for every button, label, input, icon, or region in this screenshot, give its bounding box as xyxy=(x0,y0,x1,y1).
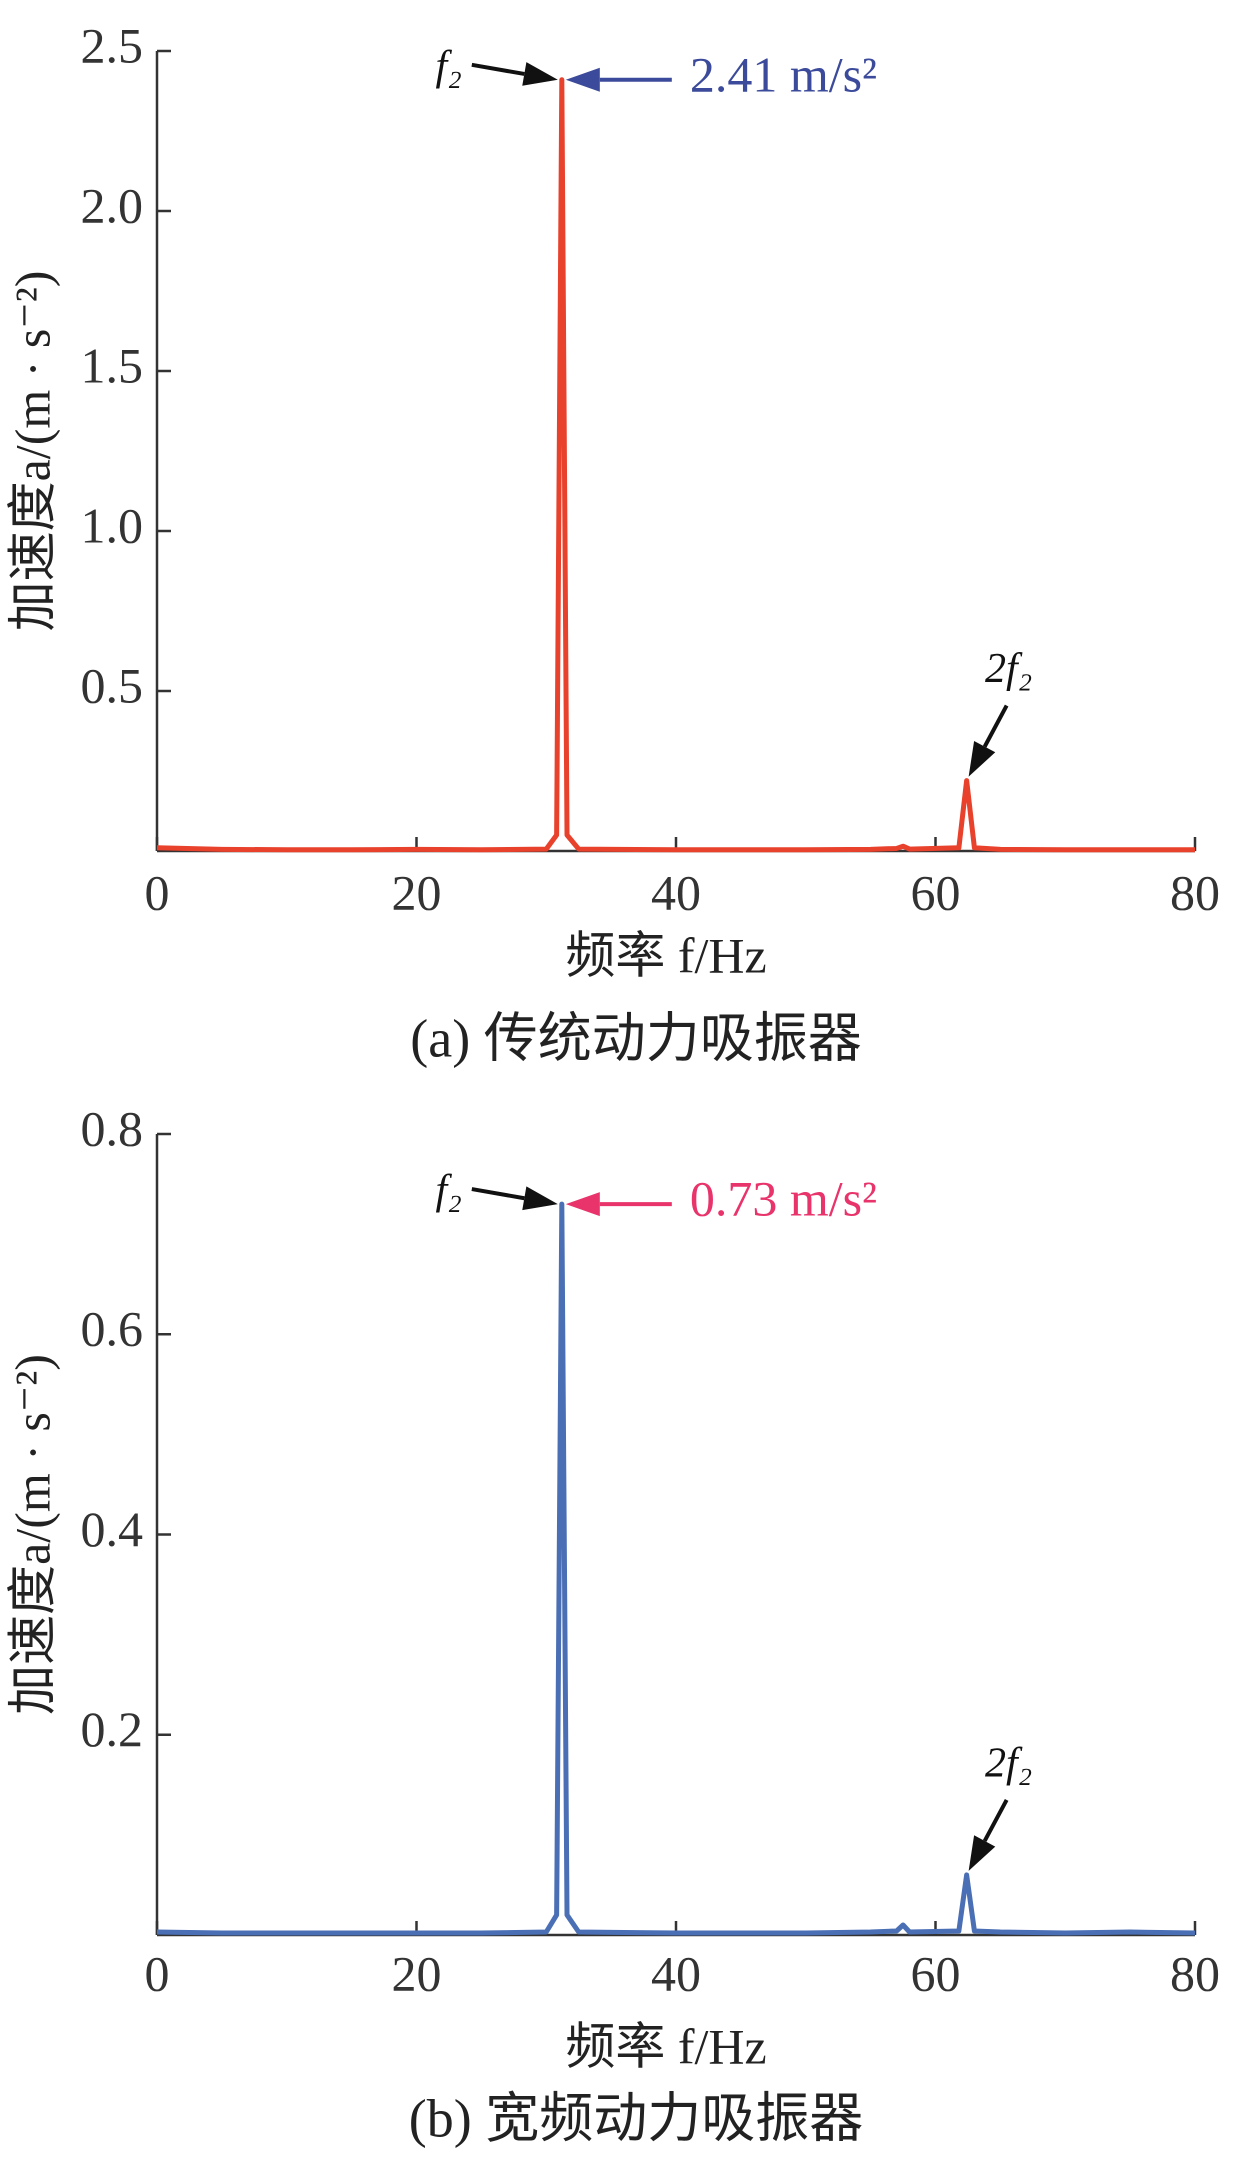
y-tick-label: 0.8 xyxy=(81,1100,144,1156)
x-tick-label: 80 xyxy=(1170,864,1220,920)
caption: (a) 传统动力吸振器 xyxy=(410,1008,861,1068)
x-tick-label: 40 xyxy=(651,864,701,920)
y-tick-label: 0.5 xyxy=(81,657,144,713)
arrow-head xyxy=(968,1835,996,1871)
harmonic-annotation: 2f₂ xyxy=(985,646,1032,692)
y-tick-label: 1.0 xyxy=(81,497,144,553)
arrow-shaft xyxy=(471,62,525,76)
peak-annotation: f₂ xyxy=(436,43,462,89)
x-tick-label: 60 xyxy=(911,1945,961,2001)
y-tick-label: 0.6 xyxy=(81,1301,144,1357)
harmonic-annotation: 2f₂ xyxy=(985,1741,1032,1787)
peak-value-label: 0.73 m/s² xyxy=(690,1171,877,1227)
arrow-head xyxy=(522,62,558,86)
y-tick-label: 2.5 xyxy=(81,17,144,73)
y-axis-label: 加速度a/(m · s⁻²) xyxy=(4,271,60,632)
x-tick-label: 20 xyxy=(392,1945,442,2001)
x-tick-label: 40 xyxy=(651,1945,701,2001)
y-tick-label: 2.0 xyxy=(81,177,144,233)
data-line xyxy=(156,1201,1196,1936)
arrow-head xyxy=(968,740,996,777)
arrow-shaft xyxy=(471,1187,525,1201)
peak-value-label: 2.41 m/s² xyxy=(690,46,877,102)
y-tick-label: 0.2 xyxy=(81,1701,144,1757)
arrow-head xyxy=(522,1186,558,1211)
x-tick-label: 0 xyxy=(145,1945,170,2001)
data-line xyxy=(156,77,1195,853)
x-axis-label: 频率 f/Hz xyxy=(565,2018,766,2074)
arrow-shaft xyxy=(982,704,1009,748)
x-tick-label: 80 xyxy=(1170,1945,1220,2001)
arrow-head xyxy=(565,67,600,92)
x-tick-label: 0 xyxy=(145,864,170,920)
y-tick-label: 1.5 xyxy=(81,337,144,393)
caption: (b) 宽频动力吸振器 xyxy=(409,2088,863,2148)
peak-annotation: f₂ xyxy=(436,1168,462,1214)
arrow-head xyxy=(565,1192,600,1217)
y-axis-label: 加速度a/(m · s⁻²) xyxy=(4,1354,60,1715)
x-tick-label: 60 xyxy=(911,864,961,920)
arrow-shaft xyxy=(982,1798,1009,1842)
x-axis-label: 频率 f/Hz xyxy=(565,927,766,983)
x-tick-label: 20 xyxy=(392,864,442,920)
y-tick-label: 0.4 xyxy=(81,1501,144,1557)
